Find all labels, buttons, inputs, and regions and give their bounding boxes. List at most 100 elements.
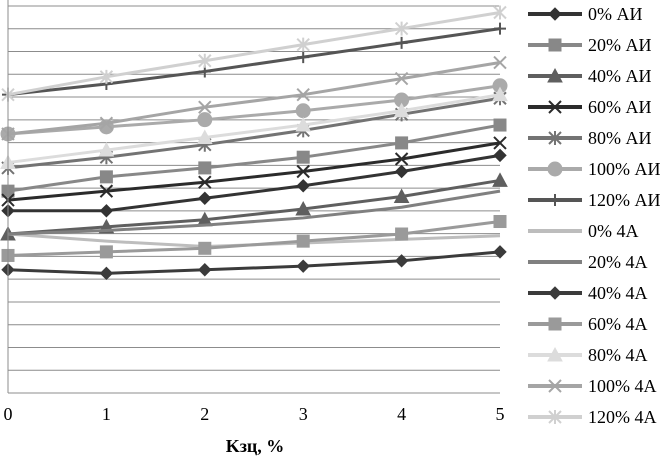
legend-label: 100% 4А xyxy=(588,376,657,396)
legend-label: 80% АИ xyxy=(588,128,652,148)
legend-label: 40% 4А xyxy=(588,283,648,303)
data-point xyxy=(394,164,409,179)
legend-item: 20% 4А xyxy=(528,252,648,272)
data-point xyxy=(198,100,212,114)
x-tick-label: 4 xyxy=(397,404,406,424)
series-line xyxy=(7,84,501,136)
legend-marker xyxy=(548,38,562,52)
data-point xyxy=(395,136,409,150)
data-point xyxy=(493,5,507,20)
data-point xyxy=(296,150,310,164)
legend-marker xyxy=(548,379,562,393)
series-group xyxy=(2,22,506,101)
series-line xyxy=(7,178,501,236)
data-point xyxy=(394,254,409,268)
legend-item: 80% 4А xyxy=(528,345,648,365)
grid-layer xyxy=(8,5,500,394)
legend-label: 0% АИ xyxy=(588,4,643,24)
x-tick-label: 5 xyxy=(496,404,505,424)
data-point xyxy=(197,112,213,128)
data-point xyxy=(297,51,310,64)
data-point xyxy=(493,136,507,150)
data-point xyxy=(394,21,409,36)
series-group xyxy=(1,136,507,207)
legend: 0% АИ 20% АИ 40% АИ 60% АИ 80% АИ 100% АИ 120%… xyxy=(528,4,661,427)
legend-marker xyxy=(548,317,562,331)
data-point xyxy=(295,103,311,119)
data-point xyxy=(493,245,507,259)
data-point xyxy=(198,191,212,205)
data-point xyxy=(493,55,507,70)
data-point xyxy=(295,200,312,216)
legend-item: 80% АИ xyxy=(528,128,652,148)
data-point xyxy=(395,227,409,241)
data-point xyxy=(196,129,213,145)
data-point xyxy=(198,53,212,68)
series-line xyxy=(7,220,501,257)
legend-item: 60% 4А xyxy=(528,314,648,334)
legend-label: 60% 4А xyxy=(588,314,648,334)
data-point xyxy=(296,179,310,193)
data-point xyxy=(99,204,114,218)
legend-marker xyxy=(547,161,563,177)
data-point xyxy=(99,116,114,130)
data-point xyxy=(99,69,114,84)
data-point xyxy=(296,259,310,273)
legend-marker xyxy=(547,346,563,362)
series-line xyxy=(7,11,501,97)
data-point xyxy=(492,86,508,102)
data-point xyxy=(296,164,310,179)
series-line xyxy=(7,123,501,193)
x-tick-label: 3 xyxy=(299,404,308,424)
legend-label: 60% АИ xyxy=(588,97,652,117)
series-line xyxy=(7,93,501,165)
series-line xyxy=(7,189,501,236)
data-point xyxy=(493,148,507,163)
legend-marker xyxy=(548,100,562,114)
data-point xyxy=(393,102,410,118)
legend-item: 0% АИ xyxy=(528,4,643,24)
legend-item: 100% АИ xyxy=(528,159,661,179)
data-point xyxy=(198,175,212,189)
series-group xyxy=(1,148,507,218)
x-tick-label: 1 xyxy=(102,404,111,424)
data-point xyxy=(296,87,310,102)
data-point xyxy=(99,184,114,198)
x-tick-label: 0 xyxy=(4,404,13,424)
x-axis-title: Kзц, % xyxy=(226,436,285,456)
series-line xyxy=(8,153,501,213)
series-layer xyxy=(0,5,508,281)
legend-item: 120% АИ xyxy=(528,190,661,210)
legend-label: 40% АИ xyxy=(588,66,652,86)
data-point xyxy=(493,215,507,229)
data-point xyxy=(198,263,212,277)
axis-layer: 0 1 2 3 4 5 Kзц, % xyxy=(4,0,505,456)
legend-label: 120% АИ xyxy=(588,190,661,210)
data-point xyxy=(198,241,212,255)
legend-item: 40% 4А xyxy=(528,283,648,303)
legend-marker xyxy=(548,7,562,21)
legend-label: 20% АИ xyxy=(588,35,652,55)
x-tick-label: 2 xyxy=(200,404,209,424)
legend-item: 40% АИ xyxy=(528,66,652,86)
data-point xyxy=(493,118,507,132)
legend-marker xyxy=(548,131,562,145)
data-point xyxy=(98,141,115,157)
series-line xyxy=(7,250,501,275)
series-line xyxy=(7,61,501,136)
series-group xyxy=(1,245,507,281)
legend-label: 120% 4А xyxy=(588,407,657,427)
legend-label: 20% 4А xyxy=(588,252,648,272)
legend-marker xyxy=(548,286,562,300)
series-group xyxy=(1,55,507,141)
series-line xyxy=(7,96,501,170)
legend-item: 0% 4А xyxy=(528,221,639,241)
data-point xyxy=(492,172,508,187)
legend-marker xyxy=(548,410,562,424)
legend-marker xyxy=(547,67,563,83)
data-point xyxy=(99,245,113,259)
data-point xyxy=(394,71,409,86)
series-line xyxy=(7,27,501,97)
series-group xyxy=(7,189,501,236)
